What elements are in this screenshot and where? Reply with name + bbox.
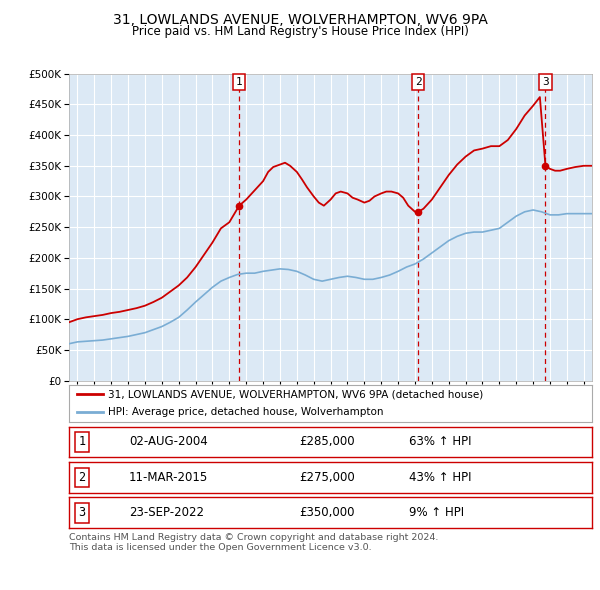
Text: 1: 1	[236, 77, 242, 87]
Text: £285,000: £285,000	[299, 435, 355, 448]
Text: HPI: Average price, detached house, Wolverhampton: HPI: Average price, detached house, Wolv…	[108, 407, 384, 417]
Text: 31, LOWLANDS AVENUE, WOLVERHAMPTON, WV6 9PA (detached house): 31, LOWLANDS AVENUE, WOLVERHAMPTON, WV6 …	[108, 389, 484, 399]
Text: 3: 3	[542, 77, 549, 87]
Text: 63% ↑ HPI: 63% ↑ HPI	[409, 435, 472, 448]
Text: Price paid vs. HM Land Registry's House Price Index (HPI): Price paid vs. HM Land Registry's House …	[131, 25, 469, 38]
Text: £275,000: £275,000	[299, 471, 355, 484]
Text: 9% ↑ HPI: 9% ↑ HPI	[409, 506, 464, 519]
Text: 1: 1	[79, 435, 86, 448]
Text: 3: 3	[79, 506, 86, 519]
Text: 2: 2	[415, 77, 422, 87]
Text: 31, LOWLANDS AVENUE, WOLVERHAMPTON, WV6 9PA: 31, LOWLANDS AVENUE, WOLVERHAMPTON, WV6 …	[113, 13, 487, 27]
Text: 02-AUG-2004: 02-AUG-2004	[129, 435, 208, 448]
Text: 43% ↑ HPI: 43% ↑ HPI	[409, 471, 472, 484]
Text: £350,000: £350,000	[299, 506, 355, 519]
Text: 23-SEP-2022: 23-SEP-2022	[129, 506, 204, 519]
Text: 11-MAR-2015: 11-MAR-2015	[129, 471, 208, 484]
Text: 2: 2	[79, 471, 86, 484]
Text: Contains HM Land Registry data © Crown copyright and database right 2024.
This d: Contains HM Land Registry data © Crown c…	[69, 533, 439, 552]
